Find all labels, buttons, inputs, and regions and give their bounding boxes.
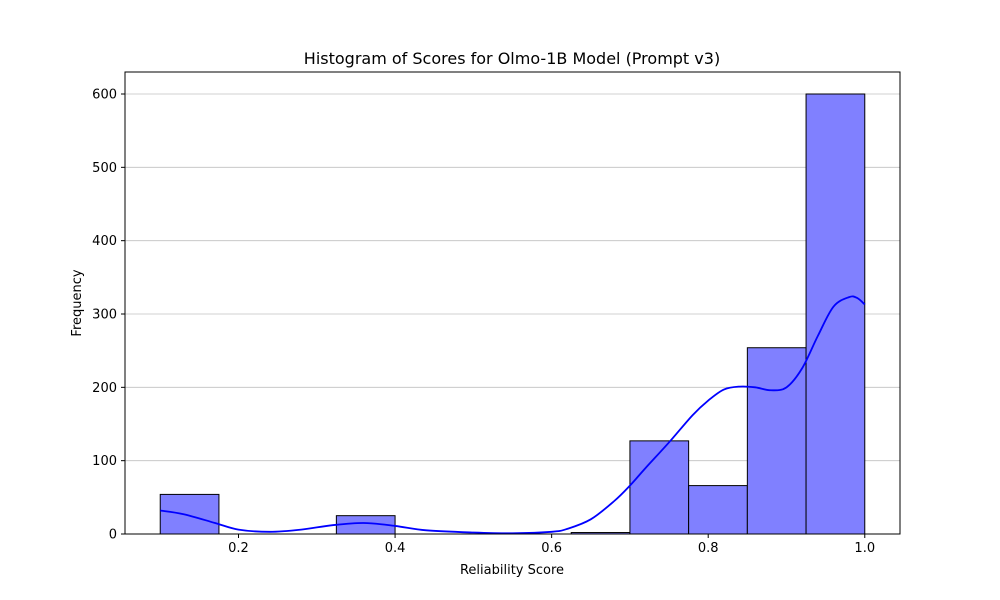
y-axis-label: Frequency [70,269,85,336]
grid-lines [125,93,900,462]
y-axis-ticks: 0 100 200 300 400 500 600 [92,88,125,543]
kde-curve-group [160,295,866,535]
histogram-bar [159,493,220,535]
histogram-bar [746,347,807,535]
histogram-bar [629,440,690,535]
y-tick-label: 200 [92,381,117,396]
histogram-bar [688,485,748,535]
chart-title: Histogram of Scores for Olmo-1B Model (P… [304,49,720,68]
y-tick-label: 100 [92,454,117,469]
x-tick-label: 0.4 [385,541,406,556]
x-tick-label: 0.8 [698,541,719,556]
x-axis-label: Reliability Score [460,563,564,578]
y-tick-label: 600 [92,88,117,103]
x-tick-label: 0.6 [541,541,562,556]
y-tick-label: 0 [109,528,117,543]
y-tick-label: 400 [92,234,117,249]
x-axis-ticks: 0.2 0.4 0.6 0.8 1.0 [228,534,875,556]
x-tick-label: 1.0 [854,541,875,556]
plot-frame [124,71,901,535]
histogram-bar [805,93,866,535]
x-tick-label: 0.2 [228,541,249,556]
y-tick-label: 500 [92,161,117,176]
y-tick-label: 300 [92,308,117,323]
histogram-bars [159,93,866,535]
kde-curve [160,295,866,535]
